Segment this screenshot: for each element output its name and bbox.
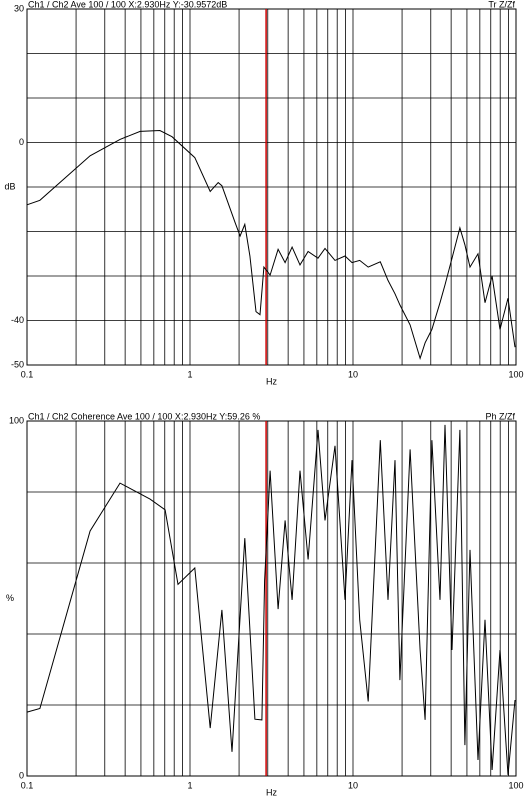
x-tick-label: 1	[187, 369, 192, 379]
plot-frame	[26, 420, 517, 777]
x-tick-label: 10	[348, 369, 358, 379]
y-tick-label: 100	[9, 415, 24, 425]
x-axis-label: Hz	[266, 376, 277, 386]
y-tick-label: 0	[19, 770, 24, 780]
y-axis-label: %	[6, 593, 14, 603]
y-tick-label: -40	[11, 315, 24, 325]
y-tick-label: -50	[11, 359, 24, 369]
header: Ch1 / Ch2 Ave 100 / 100 X:2.930Hz Y:-30.…	[28, 0, 227, 9]
header-right: Ph Z/Zf	[485, 411, 515, 421]
x-tick-label: 0.1	[21, 780, 34, 790]
y-tick-label: 0	[19, 137, 24, 147]
x-axis-label: Hz	[266, 787, 277, 797]
data-line	[26, 424, 516, 775]
y-axis-label: dB	[4, 181, 15, 191]
header-right: Tr Z/Zf	[488, 0, 515, 9]
x-tick-label: 100	[508, 780, 523, 790]
x-tick-label: 0.1	[21, 369, 34, 379]
x-tick-label: 1	[187, 780, 192, 790]
data-line	[26, 129, 516, 360]
plot-frame	[26, 8, 517, 366]
x-tick-label: 10	[348, 780, 358, 790]
header: Ch1 / Ch2 Coherence Ave 100 / 100 X:2.93…	[28, 411, 260, 421]
x-tick-label: 100	[508, 369, 523, 379]
y-tick-label: 30	[14, 3, 24, 13]
